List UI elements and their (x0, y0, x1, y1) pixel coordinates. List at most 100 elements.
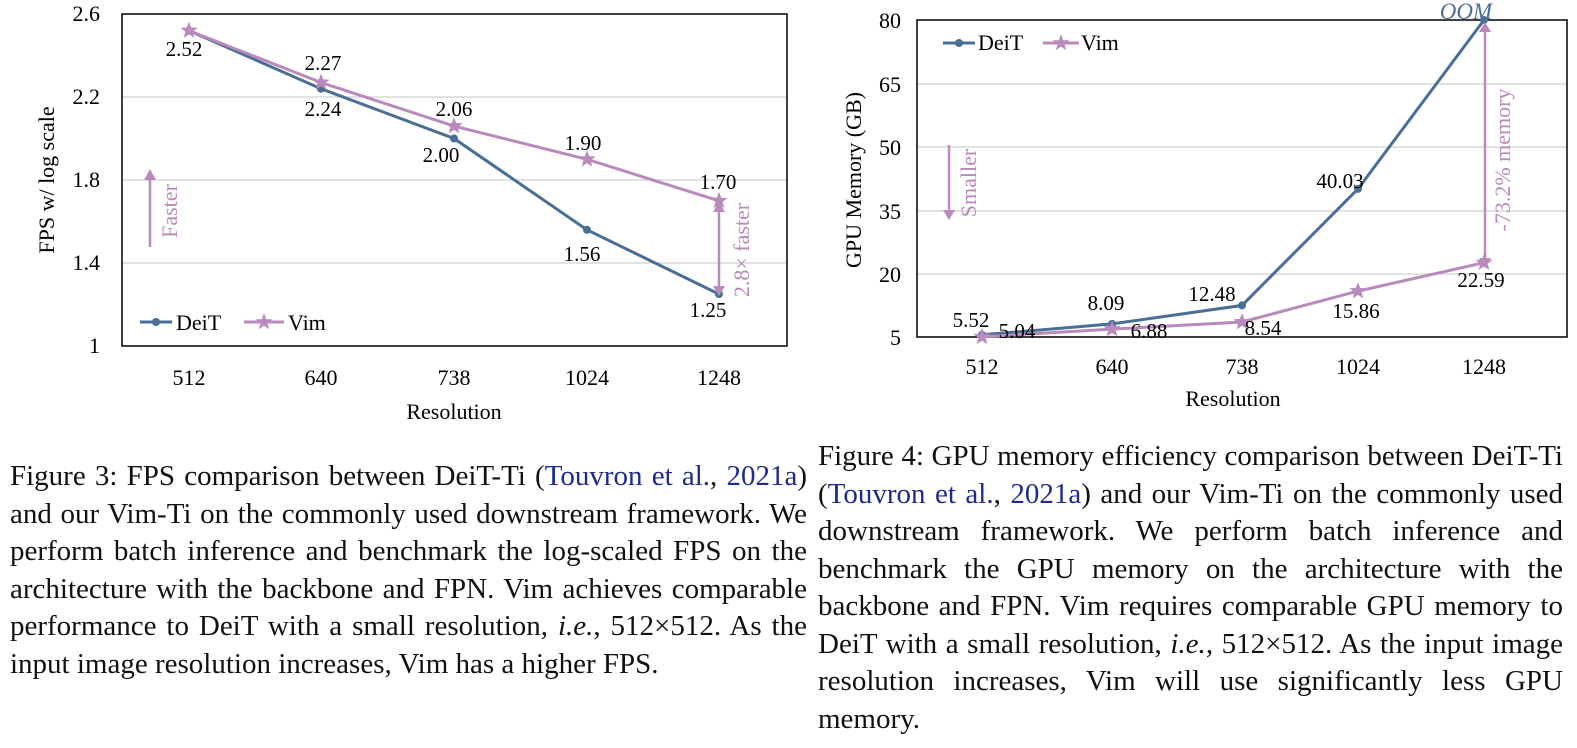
deit-data-point (450, 134, 458, 143)
point-labels: 5.52 5.04 8.09 6.88 12.48 8.54 40.03 15.… (953, 0, 1505, 343)
deit-value-label: 2.00 (423, 143, 460, 167)
y-tick-label: 65 (879, 72, 901, 97)
plot-frame (916, 19, 1568, 338)
vim-value-label: 6.88 (1131, 319, 1168, 343)
caption-text: Figure 3: FPS comparison between DeiT-Ti… (10, 460, 545, 492)
vim-value-label: 22.59 (1457, 268, 1504, 292)
y-tick-label: 50 (879, 135, 901, 160)
deit-data-point (1480, 16, 1488, 24)
y-tick-label: 1 (89, 333, 100, 358)
x-tick-label: 1024 (565, 365, 609, 390)
x-tick-labels: 512 640 738 1024 1248 (966, 354, 1507, 379)
y-axis-title: FPS w/ log scale (34, 106, 59, 253)
arrow-head-icon (713, 202, 725, 212)
vim-data-point (710, 191, 728, 208)
caption-text: Figure 4: GPU memory efficiency comparis… (818, 440, 1563, 510)
x-axis-title: Resolution (406, 399, 501, 424)
x-tick-label: 512 (173, 365, 206, 390)
y-tick-label: 1.4 (73, 250, 101, 275)
deit-data-point (1238, 301, 1246, 310)
vim-data-point (1349, 282, 1367, 299)
faster-label: Faster (157, 183, 182, 237)
x-tick-labels: 512 640 738 1024 1248 (173, 365, 742, 390)
y-axis-title: GPU Memory (GB) (841, 92, 866, 268)
legend-vim-marker (255, 313, 273, 330)
x-tick-label: 640 (1096, 354, 1129, 379)
x-axis-title: Resolution (1185, 386, 1280, 411)
y-tick-label: 35 (879, 199, 901, 224)
legend-vim-marker (1052, 34, 1070, 51)
caption-text: , 512×512. As the input image resolution… (818, 627, 1564, 735)
memory-saving-annotation: -73.2% memory (1479, 22, 1515, 268)
x-tick-label: 1024 (1336, 354, 1380, 379)
figure-3-caption: Figure 3: FPS comparison between DeiT-Ti… (10, 458, 807, 683)
caption-text: ) and our Vim-Ti on the commonly used do… (818, 477, 1564, 660)
vim-value-label: 15.86 (1332, 299, 1379, 323)
caption-text: , (993, 477, 1011, 510)
plot-frame (121, 13, 788, 347)
citation-year-link[interactable]: 2021a (726, 460, 798, 492)
vim-data-point (180, 21, 198, 38)
legend-deit-marker (152, 318, 160, 326)
legend-deit-label: DeiT (978, 30, 1024, 55)
vim-data-point (445, 117, 463, 134)
deit-value-label: 40.03 (1316, 169, 1363, 193)
y-gridlines (122, 96, 787, 264)
vim-value-label: 1.70 (700, 170, 737, 194)
vim-value-label: 1.90 (565, 131, 602, 155)
deit-value-label: 2.52 (166, 37, 203, 61)
legend-deit-label: DeiT (176, 310, 222, 335)
x-tick-label: 640 (305, 365, 338, 390)
smaller-label: Smaller (956, 148, 981, 217)
fps-chart: 2.6 2.2 1.8 1.4 1 512 640 738 1024 1248 … (34, 1, 788, 424)
arrow-head-icon (144, 169, 156, 180)
speedup-label: 2.8× faster (729, 202, 754, 297)
arrow-head-icon (1479, 22, 1491, 32)
citation-link[interactable]: Touvron et al. (544, 460, 711, 492)
vim-value-label: 5.04 (999, 319, 1036, 343)
deit-value-label: 1.56 (564, 242, 601, 266)
legend-deit-marker (955, 39, 963, 47)
vim-value-label: 8.54 (1245, 316, 1282, 340)
y-tick-label: 2.2 (73, 84, 101, 109)
caption-text: ) and our Vim-Ti on the commonly used do… (10, 460, 807, 642)
vim-value-label: 2.27 (305, 51, 342, 75)
vim-value-label: 2.06 (436, 97, 473, 121)
x-tick-label: 738 (438, 365, 471, 390)
caption-ie: i.e. (1170, 627, 1206, 660)
legend: DeiT Vim (140, 310, 326, 335)
x-tick-label: 1248 (1462, 354, 1506, 379)
gpu-memory-chart: 80 65 50 35 20 5 512 640 738 1024 1248 R… (841, 0, 1568, 411)
series-layer (973, 16, 1493, 345)
vim-data-point (578, 150, 596, 167)
oom-label: OOM (1440, 0, 1494, 24)
y-tick-label: 80 (879, 8, 901, 33)
legend: DeiT Vim (943, 30, 1119, 55)
deit-value-label: 12.48 (1188, 282, 1235, 306)
smaller-annotation: Smaller (943, 145, 981, 220)
citation-link[interactable]: Touvron et al. (827, 477, 994, 510)
faster-annotation: Faster (144, 169, 182, 247)
y-tick-labels: 2.6 2.2 1.8 1.4 1 (73, 1, 101, 358)
vim-data-point (973, 327, 991, 345)
y-tick-label: 2.6 (73, 1, 101, 26)
x-tick-label: 1248 (697, 365, 741, 390)
deit-data-point (583, 225, 591, 234)
point-labels: 2.52 2.27 2.24 2.06 2.00 1.90 1.56 1.70 … (166, 37, 737, 322)
speedup-annotation: 2.8× faster (713, 202, 754, 297)
arrow-head-icon (1479, 258, 1491, 268)
vim-data-point (1103, 320, 1121, 337)
memory-saving-label: -73.2% memory (1490, 89, 1515, 232)
legend-vim-label: Vim (1081, 30, 1119, 55)
caption-ie: i.e. (557, 610, 594, 642)
arrow-head-icon (713, 286, 725, 296)
deit-value-label: 5.52 (953, 308, 990, 332)
y-gridlines (917, 83, 1567, 275)
vim-data-point (1233, 313, 1251, 330)
deit-value-label: 1.25 (690, 298, 727, 322)
vim-data-point (312, 73, 330, 90)
deit-value-label: 2.24 (305, 97, 342, 121)
citation-year-link[interactable]: 2021a (1010, 477, 1082, 510)
y-tick-labels: 80 65 50 35 20 5 (879, 8, 901, 350)
legend-vim-label: Vim (288, 310, 326, 335)
